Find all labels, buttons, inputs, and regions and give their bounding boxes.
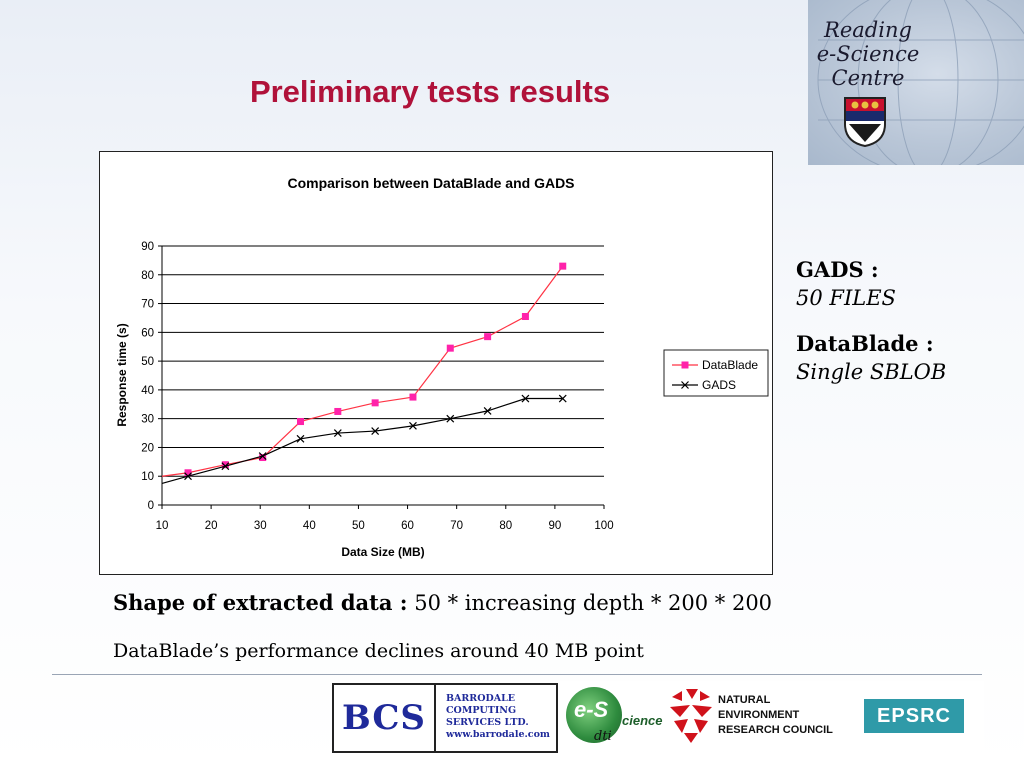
y-tick-label: 70	[141, 299, 154, 311]
dti-text: dti	[594, 729, 612, 744]
data-point-gads	[409, 421, 417, 430]
data-point-datablade	[184, 469, 192, 477]
nerc-text: NATURAL ENVIRONMENT RESEARCH COUNCIL	[718, 693, 833, 738]
footer-divider	[52, 674, 982, 675]
x-tick-label: 70	[450, 520, 463, 532]
series-line-datablade	[161, 265, 564, 477]
data-point-gads	[371, 427, 380, 435]
data-point-gads	[446, 414, 455, 423]
data-point-datablade	[221, 461, 229, 469]
x-tick-label: 30	[254, 520, 267, 532]
y-tick-label: 10	[141, 471, 154, 483]
data-point-datablade	[259, 454, 267, 462]
data-point-gads	[221, 462, 230, 471]
data-point-datablade	[446, 344, 454, 352]
x-tick-label: 10	[156, 520, 169, 532]
crest-shield-icon	[844, 97, 886, 148]
x-tick-label: 90	[548, 520, 561, 532]
grid	[162, 245, 604, 477]
note-datablade-body: Single SBLOB	[796, 360, 947, 384]
reading-escience-logo: Reading e-Science Centre	[808, 0, 1024, 165]
nerc-line: RESEARCH COUNCIL	[718, 724, 833, 736]
y-tick-label: 50	[141, 356, 154, 368]
data-point-gads	[521, 394, 530, 403]
legend-label-gads: GADS	[702, 378, 736, 392]
line-chart: Comparison between DataBlade and GADS 01…	[115, 175, 769, 559]
series	[161, 262, 567, 484]
x-tick-label: 50	[352, 520, 365, 532]
escience-dti-logo: e-S cience dti	[564, 685, 664, 747]
note-gads-head: GADS :	[796, 257, 879, 282]
data-point-datablade	[296, 418, 304, 426]
epsrc-logo: EPSRC	[864, 699, 964, 733]
note-datablade-head: DataBlade :	[796, 331, 934, 356]
legend-label-datablade: DataBlade	[702, 358, 758, 372]
chart-title: Comparison between DataBlade and GADS	[287, 175, 574, 191]
shape-label: Shape of extracted data :	[113, 590, 408, 615]
x-tick-label: 80	[499, 520, 512, 532]
bcs-logo: BCS BARRODALE COMPUTING SERVICES LTD. ww…	[332, 683, 558, 753]
data-point-gads	[296, 434, 305, 443]
data-point-datablade	[334, 407, 342, 415]
y-tick-label: 0	[148, 500, 154, 512]
bcs-letters: BCS	[334, 685, 436, 751]
x-tick-label: 60	[401, 520, 414, 532]
bcs-website: www.barrodale.com	[446, 729, 550, 740]
data-point-datablade	[409, 393, 417, 401]
logo-line: Centre	[831, 66, 905, 90]
y-tick-label: 40	[141, 385, 154, 397]
data-point-gads	[184, 472, 192, 481]
y-tick-label: 30	[141, 414, 154, 426]
x-tick-label: 20	[205, 520, 218, 532]
side-notes: GADS : 50 FILES DataBlade : Single SBLOB	[796, 256, 1016, 404]
data-point-datablade	[521, 313, 529, 321]
globe-icon	[817, 0, 1024, 165]
reading-escience-text: Reading e-Science Centre	[808, 18, 928, 90]
series-line-gads	[161, 397, 563, 484]
escience-globe-icon	[566, 687, 622, 743]
bcs-company-line: SERVICES LTD.	[446, 717, 529, 728]
slide-title: Preliminary tests results	[249, 74, 611, 109]
legend: DataBlade GADS	[663, 349, 769, 397]
data-point-gads	[333, 429, 342, 437]
legend-marker-datablade	[681, 361, 689, 369]
bcs-company-text: BARRODALE COMPUTING SERVICES LTD. www.ba…	[446, 693, 554, 741]
data-point-datablade	[559, 262, 567, 270]
nerc-emblem-icon	[670, 689, 712, 743]
footer-logos: BCS BARRODALE COMPUTING SERVICES LTD. ww…	[332, 681, 984, 753]
bcs-company-line: COMPUTING	[446, 705, 517, 716]
data-point-gads	[483, 406, 492, 415]
nerc-line: ENVIRONMENT	[718, 709, 800, 721]
nerc-logo: NATURAL ENVIRONMENT RESEARCH COUNCIL	[668, 687, 858, 747]
x-tick-label: 40	[303, 520, 316, 532]
logo-line: Reading	[824, 18, 912, 42]
legend-box	[663, 349, 769, 397]
data-point-datablade	[371, 399, 379, 407]
y-tick-label: 20	[141, 442, 154, 454]
data-point-gads	[558, 394, 567, 403]
logo-line: e-Science	[816, 42, 920, 66]
escience-mark: e-S	[574, 697, 609, 722]
shape-description: Shape of extracted data : 50 * increasin…	[113, 590, 913, 615]
data-point-datablade	[484, 333, 492, 341]
x-tick-label: 100	[594, 520, 613, 532]
shape-value: 50 * increasing depth * 200 * 200	[414, 591, 773, 615]
y-axis-label: Response time (s)	[115, 323, 129, 426]
nerc-line: NATURAL	[718, 694, 771, 706]
data-point-gads	[258, 452, 267, 461]
y-tick-label: 80	[141, 270, 154, 282]
escience-word: cience	[622, 713, 663, 728]
legend-marker-gads	[681, 381, 689, 389]
note-gads-body: 50 FILES	[796, 286, 896, 310]
y-tick-label: 60	[141, 327, 154, 339]
bcs-company-line: BARRODALE	[446, 693, 515, 704]
x-axis-label: Data Size (MB)	[341, 545, 424, 559]
decline-note: DataBlade’s performance declines around …	[113, 640, 644, 662]
y-tick-label: 90	[141, 241, 154, 253]
